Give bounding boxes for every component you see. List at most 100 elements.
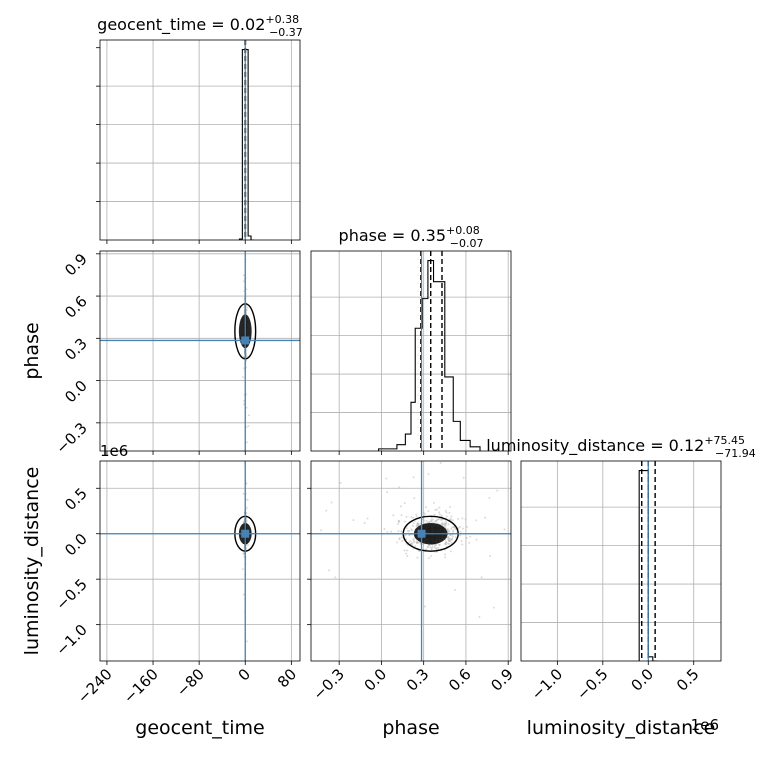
x-tick-label: 80 bbox=[274, 665, 300, 691]
scatter-point bbox=[443, 522, 446, 525]
scatter-point bbox=[334, 576, 337, 579]
scatter-point bbox=[242, 552, 245, 555]
scatter-point bbox=[440, 523, 443, 526]
scatter-point bbox=[441, 521, 444, 524]
scatter-point bbox=[447, 538, 450, 541]
scatter-point bbox=[435, 520, 438, 523]
x-tick-label: −0.3 bbox=[310, 665, 348, 703]
scatter-point bbox=[464, 518, 467, 521]
scatter-point bbox=[432, 501, 435, 504]
scatter-point bbox=[410, 543, 413, 546]
scatter-point bbox=[363, 522, 366, 525]
scatter-point bbox=[400, 536, 403, 539]
scatter-point bbox=[443, 525, 446, 528]
scatter-point bbox=[413, 541, 416, 544]
scatter-point bbox=[430, 547, 433, 550]
scatter-point bbox=[412, 538, 415, 541]
scatter-point bbox=[247, 424, 250, 427]
scatter-point bbox=[496, 489, 499, 492]
scatter-point bbox=[242, 403, 245, 406]
scatter-point bbox=[450, 515, 453, 518]
scatter-point bbox=[488, 555, 491, 558]
scatter-point bbox=[536, 552, 538, 554]
y-tick-label: 0.0 bbox=[61, 377, 91, 407]
scatter-point bbox=[398, 486, 401, 489]
scatter-point bbox=[451, 519, 454, 522]
scatter-point bbox=[435, 508, 438, 511]
scatter-point bbox=[339, 482, 342, 485]
scatter-point bbox=[416, 542, 419, 545]
x-tick-label: −160 bbox=[120, 665, 162, 707]
scatter-point bbox=[437, 518, 440, 521]
scatter-point bbox=[398, 538, 401, 541]
scatter-point bbox=[446, 528, 449, 531]
histogram-step-geocent_time bbox=[238, 48, 254, 240]
scatter-point bbox=[457, 527, 460, 530]
scatter-panel-geocent_time-phase bbox=[100, 251, 300, 451]
scatter-point bbox=[246, 306, 249, 309]
scatter-point bbox=[527, 524, 529, 526]
scatter-point bbox=[449, 550, 452, 553]
scatter-point bbox=[392, 514, 395, 517]
scatter-point bbox=[468, 541, 471, 544]
y-tick-label: −0.3 bbox=[52, 419, 90, 457]
scatter-point bbox=[438, 544, 441, 547]
scatter-point bbox=[428, 521, 431, 524]
scatter-point bbox=[306, 564, 308, 566]
scatter-point bbox=[443, 553, 446, 556]
scatter-point bbox=[243, 553, 246, 556]
scatter-point bbox=[444, 541, 447, 544]
axes-frame bbox=[99, 39, 301, 241]
scatter-point bbox=[242, 274, 245, 277]
scatter-point bbox=[242, 355, 245, 358]
truth-marker bbox=[417, 529, 426, 538]
scatter-point bbox=[403, 520, 406, 523]
scatter-point bbox=[428, 544, 431, 547]
scatter-point bbox=[412, 476, 415, 479]
scatter-point bbox=[426, 545, 429, 548]
scatter-point bbox=[405, 515, 408, 518]
scatter-point bbox=[450, 527, 453, 530]
scatter-point bbox=[449, 517, 452, 520]
scatter-point bbox=[430, 520, 433, 523]
scatter-point bbox=[413, 537, 416, 540]
axes-frame bbox=[310, 250, 512, 452]
scatter-point bbox=[447, 540, 450, 543]
scatter-point bbox=[484, 516, 487, 519]
scatter-point bbox=[451, 526, 454, 529]
scatter-point bbox=[445, 543, 448, 546]
scatter-point bbox=[397, 530, 400, 533]
scatter-point bbox=[245, 519, 248, 522]
scatter-point bbox=[242, 492, 245, 495]
scatter-point bbox=[245, 355, 248, 358]
scatter-point bbox=[424, 605, 427, 608]
scatter-point bbox=[245, 507, 248, 510]
scatter-point bbox=[445, 541, 448, 544]
scatter-point bbox=[411, 529, 414, 532]
scatter-point bbox=[503, 528, 506, 531]
scatter-point bbox=[480, 576, 483, 579]
scatter-point bbox=[446, 542, 449, 545]
scatter-point bbox=[461, 517, 464, 520]
scatter-point bbox=[386, 531, 389, 534]
scatter-point bbox=[241, 376, 244, 379]
scatter-point bbox=[450, 541, 453, 544]
y-tick-label: 0.9 bbox=[61, 250, 91, 280]
y-tick-label: 0.6 bbox=[61, 292, 91, 322]
scatter-point bbox=[245, 308, 248, 311]
scatter-point bbox=[400, 514, 403, 517]
scatter-point bbox=[448, 542, 451, 545]
x-tick-label: 0.9 bbox=[487, 665, 517, 695]
scatter-point bbox=[401, 539, 404, 542]
scatter-point bbox=[449, 534, 452, 537]
scatter-point bbox=[459, 530, 462, 533]
scatter-point bbox=[524, 518, 526, 520]
scatter-point bbox=[444, 509, 447, 512]
offset-text-x: 1e6 bbox=[691, 716, 719, 734]
scatter-point bbox=[492, 606, 495, 609]
scatter-point bbox=[398, 520, 401, 523]
x-tick-label: −0.5 bbox=[573, 665, 611, 703]
panel-title-geocent_time: geocent_time = 0.02+0.38 −0.37 bbox=[97, 13, 303, 39]
scatter-point bbox=[412, 516, 415, 519]
